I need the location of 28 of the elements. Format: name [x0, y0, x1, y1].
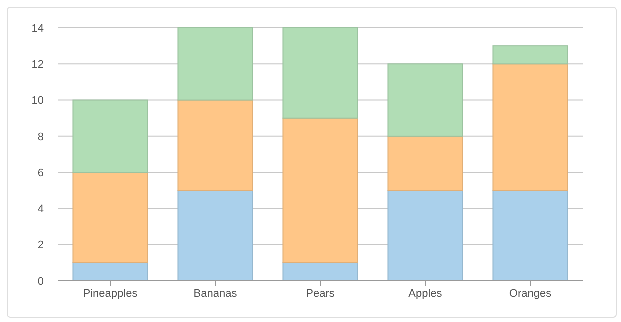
x-tick-label: Oranges [509, 288, 552, 300]
y-tick-label: 10 [32, 95, 44, 108]
y-tick-label: 0 [38, 276, 44, 288]
bar [282, 262, 358, 282]
x-tick-label: Pineapples [83, 288, 138, 300]
bar [388, 136, 464, 192]
bar [72, 172, 148, 264]
y-tick-label: 6 [38, 167, 44, 180]
bar [492, 46, 568, 65]
bar [388, 190, 464, 282]
bar [178, 190, 254, 282]
y-tick-label: 14 [32, 22, 44, 35]
bar [388, 64, 464, 137]
y-tick-label: 4 [38, 204, 44, 216]
bar [72, 100, 148, 174]
bar [72, 262, 148, 282]
bar [178, 100, 254, 192]
bar [282, 28, 358, 119]
bar [282, 118, 358, 264]
y-tick-label: 12 [32, 58, 44, 71]
x-tick-label: Pears [306, 288, 336, 300]
y-tick-label: 2 [38, 240, 44, 252]
bar [492, 64, 568, 192]
bar [178, 28, 254, 101]
bar [492, 190, 568, 282]
x-tick-label: Bananas [194, 288, 238, 300]
x-tick-label: Apples [408, 288, 443, 300]
y-tick-label: 8 [38, 131, 44, 144]
